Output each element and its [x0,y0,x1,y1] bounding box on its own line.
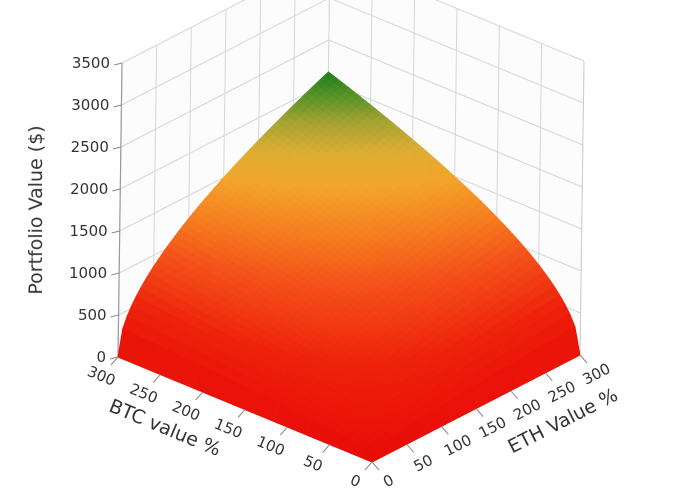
z-axis-title: Portfolio Value ($) [25,125,47,295]
